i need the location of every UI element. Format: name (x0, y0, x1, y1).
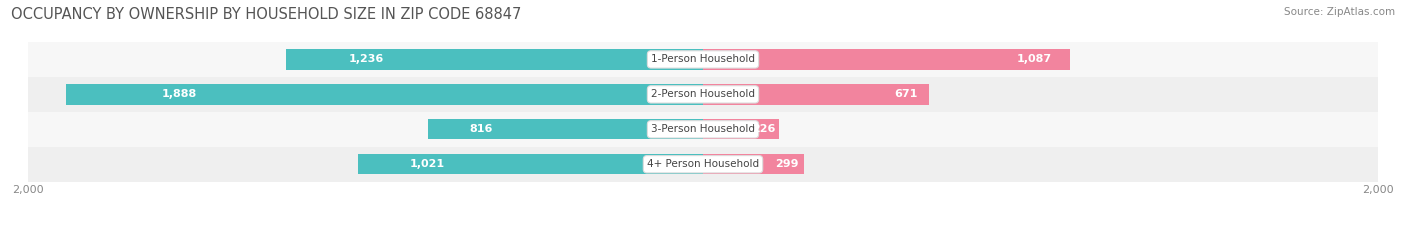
Text: 1,888: 1,888 (162, 89, 197, 99)
Text: 226: 226 (752, 124, 776, 134)
Text: 2-Person Household: 2-Person Household (651, 89, 755, 99)
Bar (703, 119, 779, 139)
Bar (28, 112, 1378, 147)
Bar (359, 154, 703, 174)
Text: 671: 671 (894, 89, 918, 99)
Text: 1,021: 1,021 (411, 159, 446, 169)
Bar (427, 119, 703, 139)
Text: 1-Person Household: 1-Person Household (651, 55, 755, 64)
Bar (66, 84, 703, 105)
Bar (703, 84, 929, 105)
Text: 299: 299 (775, 159, 799, 169)
Bar (28, 147, 1378, 182)
Text: 1,087: 1,087 (1017, 55, 1052, 64)
Bar (703, 154, 804, 174)
Text: Source: ZipAtlas.com: Source: ZipAtlas.com (1284, 7, 1395, 17)
Bar (285, 49, 703, 69)
Text: 1,236: 1,236 (349, 55, 384, 64)
Bar (28, 77, 1378, 112)
Text: 816: 816 (470, 124, 492, 134)
Text: OCCUPANCY BY OWNERSHIP BY HOUSEHOLD SIZE IN ZIP CODE 68847: OCCUPANCY BY OWNERSHIP BY HOUSEHOLD SIZE… (11, 7, 522, 22)
Bar (703, 49, 1070, 69)
Text: 4+ Person Household: 4+ Person Household (647, 159, 759, 169)
Text: 3-Person Household: 3-Person Household (651, 124, 755, 134)
Bar (28, 42, 1378, 77)
